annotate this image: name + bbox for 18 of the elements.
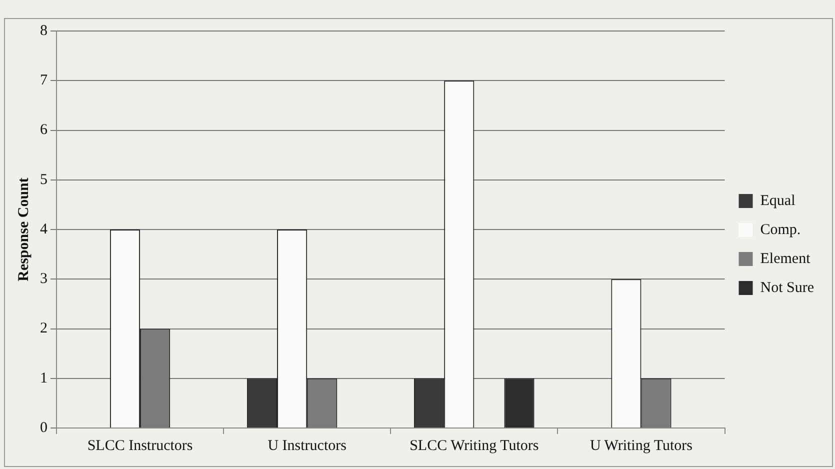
legend-label: Element xyxy=(760,250,812,267)
y-tick-label: 2 xyxy=(40,320,48,337)
y-axis-title: Response Count xyxy=(16,178,32,282)
y-tick-label: 3 xyxy=(40,271,48,288)
y-tick-label: 8 xyxy=(40,22,48,39)
x-tick-label: SLCC Instructors xyxy=(87,438,193,454)
legend-label: Equal xyxy=(760,192,796,209)
y-tick-label: 7 xyxy=(40,72,48,89)
x-tick-label: SLCC Writing Tutors xyxy=(410,438,539,454)
legend-label: Comp. xyxy=(760,222,801,238)
y-tick-label: 5 xyxy=(40,172,48,188)
legend-label: Not Sure xyxy=(760,280,814,296)
y-tick-label: 1 xyxy=(40,370,48,386)
y-tick-label: 4 xyxy=(40,221,48,238)
x-tick-label: U Instructors xyxy=(268,438,347,454)
y-tick-label: 0 xyxy=(40,420,48,436)
y-tick-label: 6 xyxy=(40,122,48,138)
x-tick-label: U Writing Tutors xyxy=(590,438,693,454)
